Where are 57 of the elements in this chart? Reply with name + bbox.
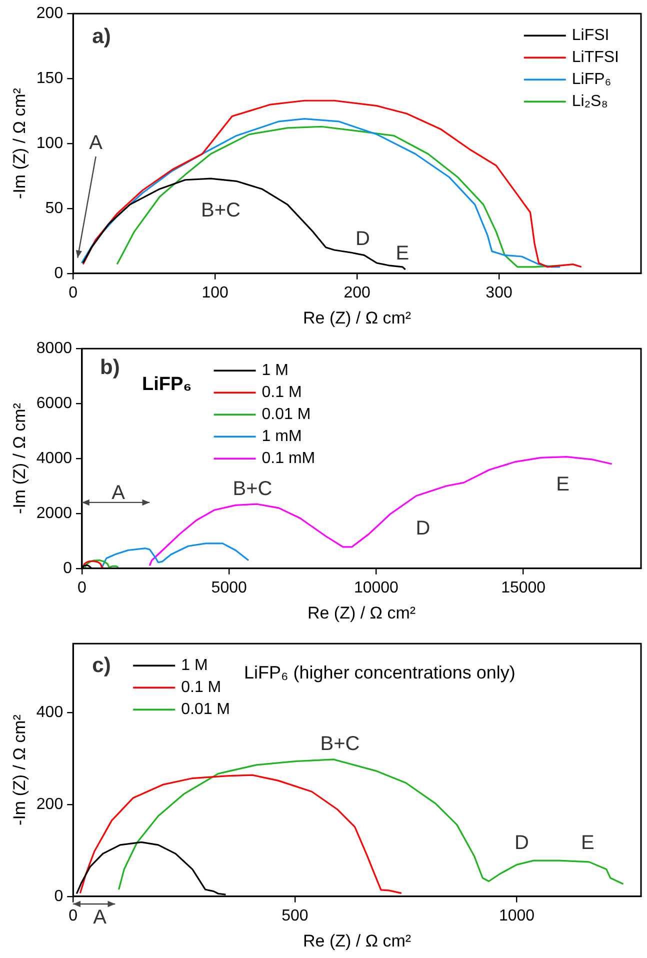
annotation: E — [396, 242, 410, 264]
annotation: D — [416, 517, 430, 540]
legend-label: 0.01 M — [181, 701, 230, 718]
annotation: b) — [100, 356, 120, 380]
y-tick-label: 4000 — [36, 450, 72, 467]
x-axis-title: Re (Z) / Ω cm² — [303, 308, 412, 328]
x-tick-label: 10000 — [354, 579, 399, 596]
legend-label: LiFP₆ — [572, 71, 612, 88]
y-tick-label: 150 — [36, 70, 64, 87]
y-axis-title: -Im (Z) / Ω cm² — [10, 88, 29, 199]
legend-label: 1 mM — [262, 428, 302, 446]
annotation: B+C — [201, 200, 240, 222]
annotation: A — [89, 132, 104, 154]
text: A — [93, 906, 108, 928]
annotation: A — [112, 482, 126, 504]
x-tick-label: 200 — [344, 284, 370, 302]
legend-label: 1 M — [181, 657, 208, 674]
legend-label: LiFSI — [572, 27, 610, 44]
annotation: B+C — [232, 478, 272, 500]
legend-label: 0.1 mM — [262, 450, 316, 468]
y-tick-label: 100 — [36, 134, 64, 152]
x-tick-label: 300 — [486, 284, 512, 302]
annotation: E — [580, 832, 594, 854]
y-tick-label: 200 — [36, 796, 64, 813]
legend-label: LiTFSI — [572, 49, 620, 66]
y-tick-label: 6000 — [36, 394, 72, 412]
y-axis-title: -Im (Z) / Ω cm² — [10, 714, 29, 826]
y-tick-label: 400 — [36, 704, 64, 721]
y-tick-label: 200 — [36, 5, 64, 22]
legend-label: 1 M — [262, 362, 288, 380]
legend-label: 0.1 M — [262, 384, 302, 402]
annotation: E — [556, 473, 570, 496]
y-tick-label: 8000 — [36, 340, 72, 358]
annotation: c) — [92, 654, 111, 678]
annotation: a) — [92, 24, 111, 48]
y-tick-label: 2000 — [36, 504, 72, 522]
y-tick-label: 50 — [45, 200, 64, 217]
x-tick-label: 5000 — [211, 579, 247, 596]
y-tick-label: 0 — [54, 888, 64, 905]
text: LiFP₆ (higher concentrations only) — [244, 662, 516, 683]
legend-title: LiFP₆ — [142, 374, 192, 395]
x-tick-label: 1000 — [498, 907, 535, 924]
annotation: D — [356, 228, 370, 250]
x-tick-label: 500 — [282, 907, 308, 924]
x-tick-label: 0 — [78, 579, 87, 596]
legend-label: 0.01 M — [262, 406, 311, 424]
y-tick-label: 0 — [63, 560, 72, 577]
annotation: D — [514, 832, 529, 854]
annotation: B+C — [320, 733, 360, 756]
x-tick-label: 100 — [202, 284, 229, 302]
x-axis-title: Re (Z) / Ω cm² — [307, 603, 416, 622]
legend-label: Li₂S₈ — [572, 93, 608, 110]
y-tick-label: 0 — [54, 264, 64, 282]
legend-label: 0.1 M — [181, 679, 222, 696]
x-tick-label: 15000 — [501, 579, 546, 596]
x-axis-title: Re (Z) / Ω cm² — [303, 931, 412, 950]
y-axis-title: -Im (Z) / Ω cm² — [10, 402, 29, 514]
